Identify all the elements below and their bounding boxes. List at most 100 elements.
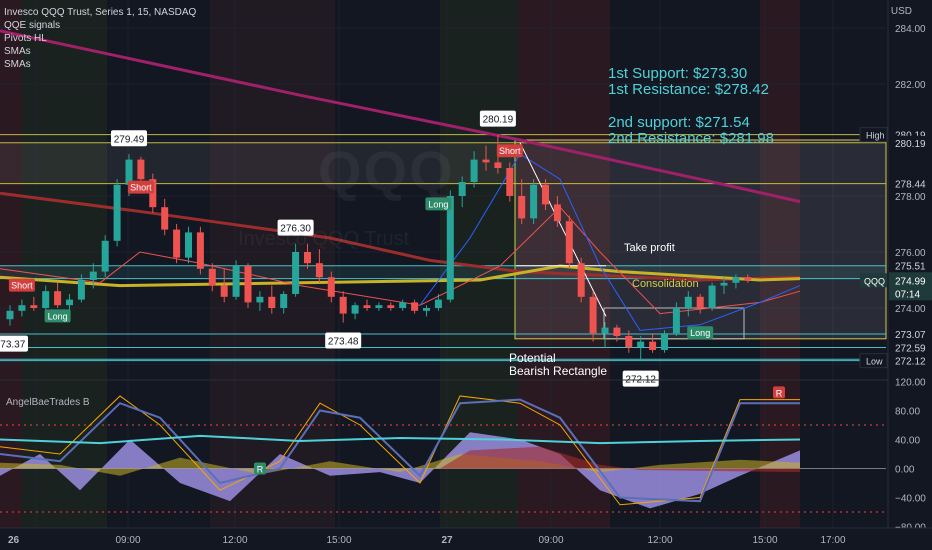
signal-marker: Short: [127, 180, 154, 194]
pivot-label-text: 276.30: [280, 224, 311, 235]
level-label-text: 273.07: [895, 330, 926, 341]
sma-long-line: [0, 29, 801, 204]
candle-body: [292, 252, 300, 294]
candle-body: [411, 302, 419, 311]
candle-body: [339, 296, 347, 314]
chart-title[interactable]: Invesco QQQ Trust, Series 1, 15, NASDAQ: [4, 7, 197, 18]
pivot-label-box: [0, 335, 28, 352]
signal-text: Short: [130, 183, 152, 193]
candle-body: [637, 341, 645, 348]
candle-body: [720, 282, 728, 286]
time-axis-bg: [0, 528, 932, 550]
candle-body: [196, 232, 204, 269]
symbol-watermark: QQQ: [318, 139, 455, 202]
signal-box: [496, 144, 523, 158]
last-price-symbol: QQQ: [864, 276, 885, 286]
support1-text: 1st Support: $273.30: [608, 65, 748, 82]
osc-tick-label: 80.00: [895, 406, 920, 417]
osc-r-marker: R: [773, 386, 785, 399]
signal-box: [44, 309, 71, 323]
candle-body: [530, 184, 538, 219]
level-label-bg: [889, 135, 932, 150]
candle-body: [77, 280, 85, 300]
first-levels-note: 1st Support: $273.30 1st Resistance: $27…: [608, 66, 769, 98]
candle-body: [494, 162, 502, 168]
level-label-text: 272.12: [895, 357, 926, 368]
osc-signal-line: [0, 434, 801, 445]
last-price-box: [889, 272, 932, 301]
candle-body: [661, 333, 668, 350]
candle-body: [137, 159, 145, 180]
candle-body: [470, 159, 478, 182]
level-label-text: 278.44: [895, 180, 926, 191]
signal-box: [425, 197, 452, 211]
resistance2-text: 2nd Resistance: $281.98: [608, 130, 774, 147]
candle-body: [101, 240, 109, 272]
osc-tick-label: −40.00: [895, 494, 926, 505]
candle-body: [89, 271, 97, 280]
oscillator-title[interactable]: AngelBaeTrades B: [6, 397, 90, 408]
pivot-label: 273.48: [325, 332, 362, 349]
level-label-text: 280.19: [895, 139, 926, 150]
candle-body: [161, 207, 169, 230]
sma-mid-line: [0, 191, 801, 282]
r-marker-box: [773, 386, 785, 399]
osc-tick-label: 40.00: [895, 435, 920, 446]
price-tick-label: 282.00: [895, 80, 926, 91]
pivot-label-text: 273.37: [0, 340, 26, 351]
level-label-text: 272.59: [895, 343, 926, 354]
signal-box: [687, 326, 714, 340]
signal-text: Long: [690, 328, 710, 338]
pivot-label-box: [111, 130, 147, 147]
name-watermark: Invesco QQQ Trust: [238, 228, 410, 250]
signal-marker: Short: [496, 144, 523, 158]
session-band: [0, 0, 22, 528]
osc-red-area: [440, 446, 800, 473]
session-band: [335, 0, 440, 528]
candle-body: [304, 252, 311, 264]
level-tag-text: Low: [866, 357, 883, 367]
indicator-smas-1[interactable]: SMAs: [4, 46, 31, 57]
candle-body: [684, 296, 692, 308]
level-label-bg: [889, 258, 932, 273]
pivot-label-text: 280.19: [483, 115, 514, 126]
pivot-label: 276.30: [277, 219, 314, 236]
session-band: [22, 0, 107, 528]
candle-body: [518, 196, 526, 219]
r-marker-text: R: [257, 465, 264, 475]
candle-body: [113, 184, 121, 241]
candle-body: [244, 266, 252, 303]
candle-body: [672, 308, 680, 334]
indicator-smas-2[interactable]: SMAs: [4, 59, 31, 70]
price-tick-label: 274.00: [895, 304, 926, 315]
candle-body: [446, 196, 454, 300]
take-profit-label: Take profit: [624, 242, 675, 254]
osc-tick-label: 0.00: [895, 465, 915, 476]
pattern-note: Potential Bearish Rectangle: [509, 352, 607, 378]
pivot-label: 279.49: [111, 130, 147, 147]
level-label-bg: [889, 340, 932, 355]
candle-body: [256, 296, 264, 303]
candle-body: [327, 277, 335, 297]
pivot-label-box: [479, 110, 516, 127]
candle-body: [6, 310, 14, 320]
candle-body: [18, 305, 26, 311]
resistance-zone: [0, 142, 515, 184]
candle-body: [363, 305, 371, 308]
candle-body: [744, 277, 752, 281]
indicator-pivots[interactable]: Pivots HL: [4, 33, 47, 44]
candle-body: [185, 232, 192, 258]
signal-text: Short: [499, 146, 521, 156]
pattern-diagonal: [519, 142, 607, 317]
candle-body: [589, 296, 597, 334]
candle-body: [173, 229, 181, 258]
signal-text: Short: [11, 281, 33, 291]
candle-body: [387, 305, 395, 308]
support-zone: [0, 265, 886, 279]
indicator-qqe[interactable]: QQE signals: [4, 20, 61, 31]
candle-body: [280, 294, 288, 308]
resistance1-text: 1st Resistance: $278.42: [608, 81, 769, 98]
candle-body: [268, 296, 276, 308]
pivot-label-text: 273.48: [328, 337, 359, 348]
